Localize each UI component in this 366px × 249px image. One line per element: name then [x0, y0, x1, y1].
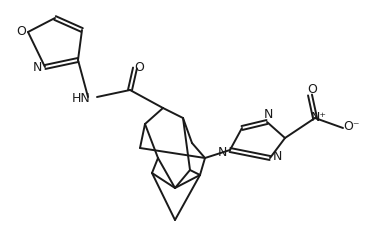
Text: N⁺: N⁺ [311, 111, 327, 124]
Text: N: N [272, 150, 282, 164]
Text: O⁻: O⁻ [344, 121, 360, 133]
Text: N: N [32, 61, 42, 73]
Text: O: O [16, 24, 26, 38]
Text: N: N [217, 145, 227, 159]
Text: O: O [307, 82, 317, 96]
Text: O: O [134, 61, 144, 73]
Text: N: N [263, 108, 273, 121]
Text: HN: HN [72, 91, 90, 105]
